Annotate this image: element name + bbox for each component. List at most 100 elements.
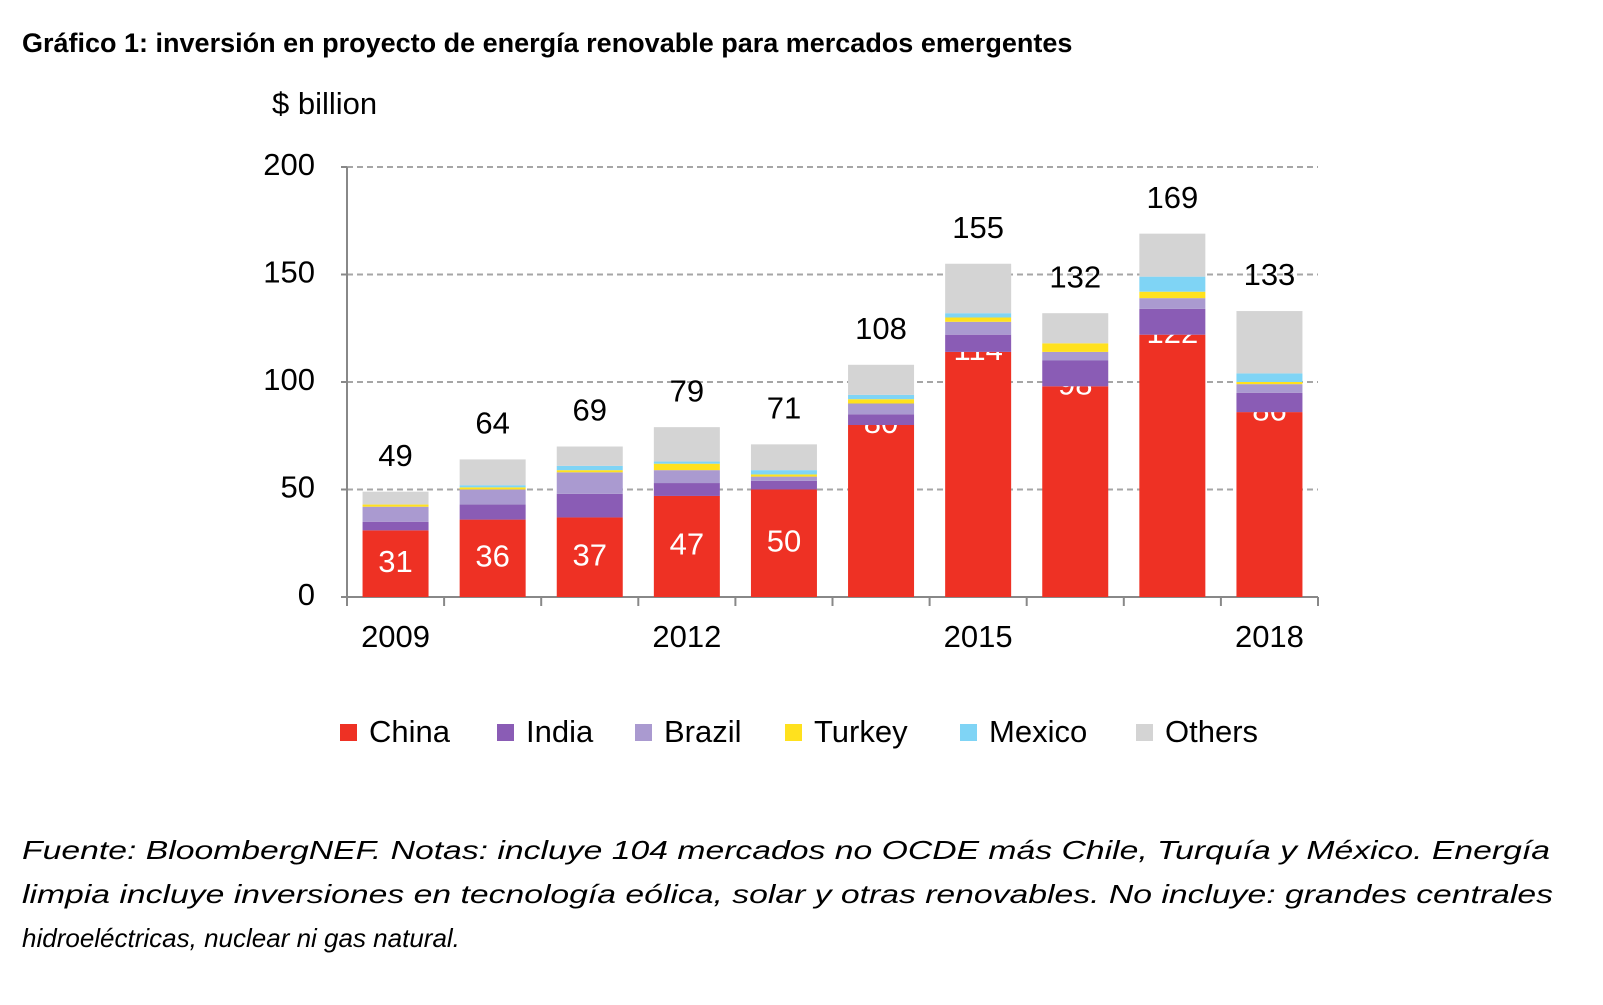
total-label: 133 — [1244, 257, 1296, 292]
data-label: 31 — [378, 544, 412, 579]
bar-segment — [1236, 412, 1303, 597]
bar-segment — [556, 472, 623, 494]
bar-segment — [1236, 373, 1303, 382]
bar-segment — [945, 351, 1012, 597]
bar-segment — [1236, 311, 1303, 374]
bar-segment — [653, 483, 720, 496]
legend-label: Others — [1165, 714, 1258, 749]
bar-segment — [750, 480, 817, 490]
legend-swatch — [340, 724, 357, 741]
bar-segment — [750, 489, 817, 597]
bar-segment — [459, 485, 526, 488]
bar-segment — [556, 465, 623, 471]
bar-segment — [945, 313, 1012, 318]
legend-swatch — [1136, 724, 1153, 741]
bar-segment — [945, 317, 1012, 322]
total-label: 155 — [952, 210, 1004, 245]
total-label: 108 — [855, 311, 907, 346]
legend-swatch — [960, 724, 977, 741]
data-label: 36 — [475, 538, 509, 573]
legend-swatch — [635, 724, 652, 741]
bar-segment — [848, 425, 915, 597]
bar-segment — [848, 403, 915, 415]
bar-segment — [1042, 386, 1109, 597]
bar-segment — [945, 334, 1012, 352]
bar-segment — [653, 463, 720, 471]
y-axis-label: $ billion — [272, 86, 377, 121]
total-label: 169 — [1146, 180, 1198, 215]
note: Fuente: BloombergNEF. Notas: incluye 104… — [22, 835, 1550, 865]
legend-label: Brazil — [664, 714, 742, 749]
y-tick-label: 100 — [263, 362, 315, 397]
bar-segment — [750, 476, 817, 481]
bar-segment — [653, 427, 720, 462]
bar-segment — [750, 474, 817, 477]
bar-segment — [362, 521, 429, 531]
bar-segment — [945, 321, 1012, 335]
bar-segment — [1139, 334, 1206, 597]
bar-segment — [362, 506, 429, 522]
bar-segment — [653, 461, 720, 464]
y-tick-label: 150 — [263, 255, 315, 290]
note: hidroeléctricas, nuclear ni gas natural. — [22, 923, 460, 953]
bar-segment — [1139, 233, 1206, 277]
bar-segment — [1236, 392, 1303, 413]
bar-segment — [848, 414, 915, 425]
y-tick-label: 0 — [298, 577, 315, 612]
legend-swatch — [497, 724, 514, 741]
total-label: 79 — [670, 373, 704, 408]
legend-swatch — [785, 724, 802, 741]
bar-segment — [459, 504, 526, 520]
bar-segment — [459, 459, 526, 486]
bar-segment — [1042, 360, 1109, 387]
bar-segment — [1139, 308, 1206, 335]
y-tick-label: 50 — [281, 470, 315, 505]
bar-segment — [653, 495, 720, 597]
bar-segment — [1236, 382, 1303, 385]
legend-label: Mexico — [989, 714, 1087, 749]
bar-segment — [848, 394, 915, 400]
data-label: 37 — [573, 537, 607, 572]
bar-segment — [1042, 313, 1109, 344]
bar-segment — [556, 446, 623, 466]
note: limpia incluye inversiones en tecnología… — [22, 879, 1553, 909]
bar-segment — [1139, 291, 1206, 299]
bar-segment — [1042, 351, 1109, 361]
y-tick-label: 200 — [263, 147, 315, 182]
chart-title: Gráfico 1: inversión en proyecto de ener… — [22, 28, 1072, 58]
bar-segment — [459, 489, 526, 505]
x-tick-label: 2018 — [1235, 619, 1304, 654]
legend-label: India — [526, 714, 594, 749]
total-label: 71 — [767, 391, 801, 426]
bar-segment — [556, 517, 623, 597]
bar-segment — [556, 493, 623, 518]
bar-segment — [362, 530, 429, 597]
bar-segment — [1139, 298, 1206, 309]
bar-segment — [750, 470, 817, 475]
total-label: 132 — [1049, 259, 1101, 294]
x-tick-label: 2015 — [944, 619, 1013, 654]
x-tick-label: 2012 — [652, 619, 721, 654]
bar-segment — [750, 444, 817, 471]
bar-segment — [1042, 343, 1109, 352]
bar-segment — [556, 470, 623, 473]
data-label: 50 — [767, 523, 801, 558]
bar-segment — [848, 399, 915, 404]
total-label: 69 — [573, 393, 607, 428]
total-label: 64 — [475, 406, 509, 441]
bar-segment — [362, 491, 429, 505]
legend-label: Turkey — [814, 714, 908, 749]
bar-segment — [459, 487, 526, 490]
bar-segment — [945, 263, 1012, 314]
legend-label: China — [369, 714, 451, 749]
bar-segment — [848, 364, 915, 395]
bar-segment — [653, 470, 720, 484]
bar-segment — [459, 519, 526, 597]
bar-segment — [1236, 384, 1303, 393]
bar-segment — [362, 504, 429, 507]
bar-segment — [1139, 276, 1206, 292]
x-tick-label: 2009 — [361, 619, 430, 654]
total-label: 49 — [378, 438, 412, 473]
data-label: 47 — [670, 527, 704, 562]
